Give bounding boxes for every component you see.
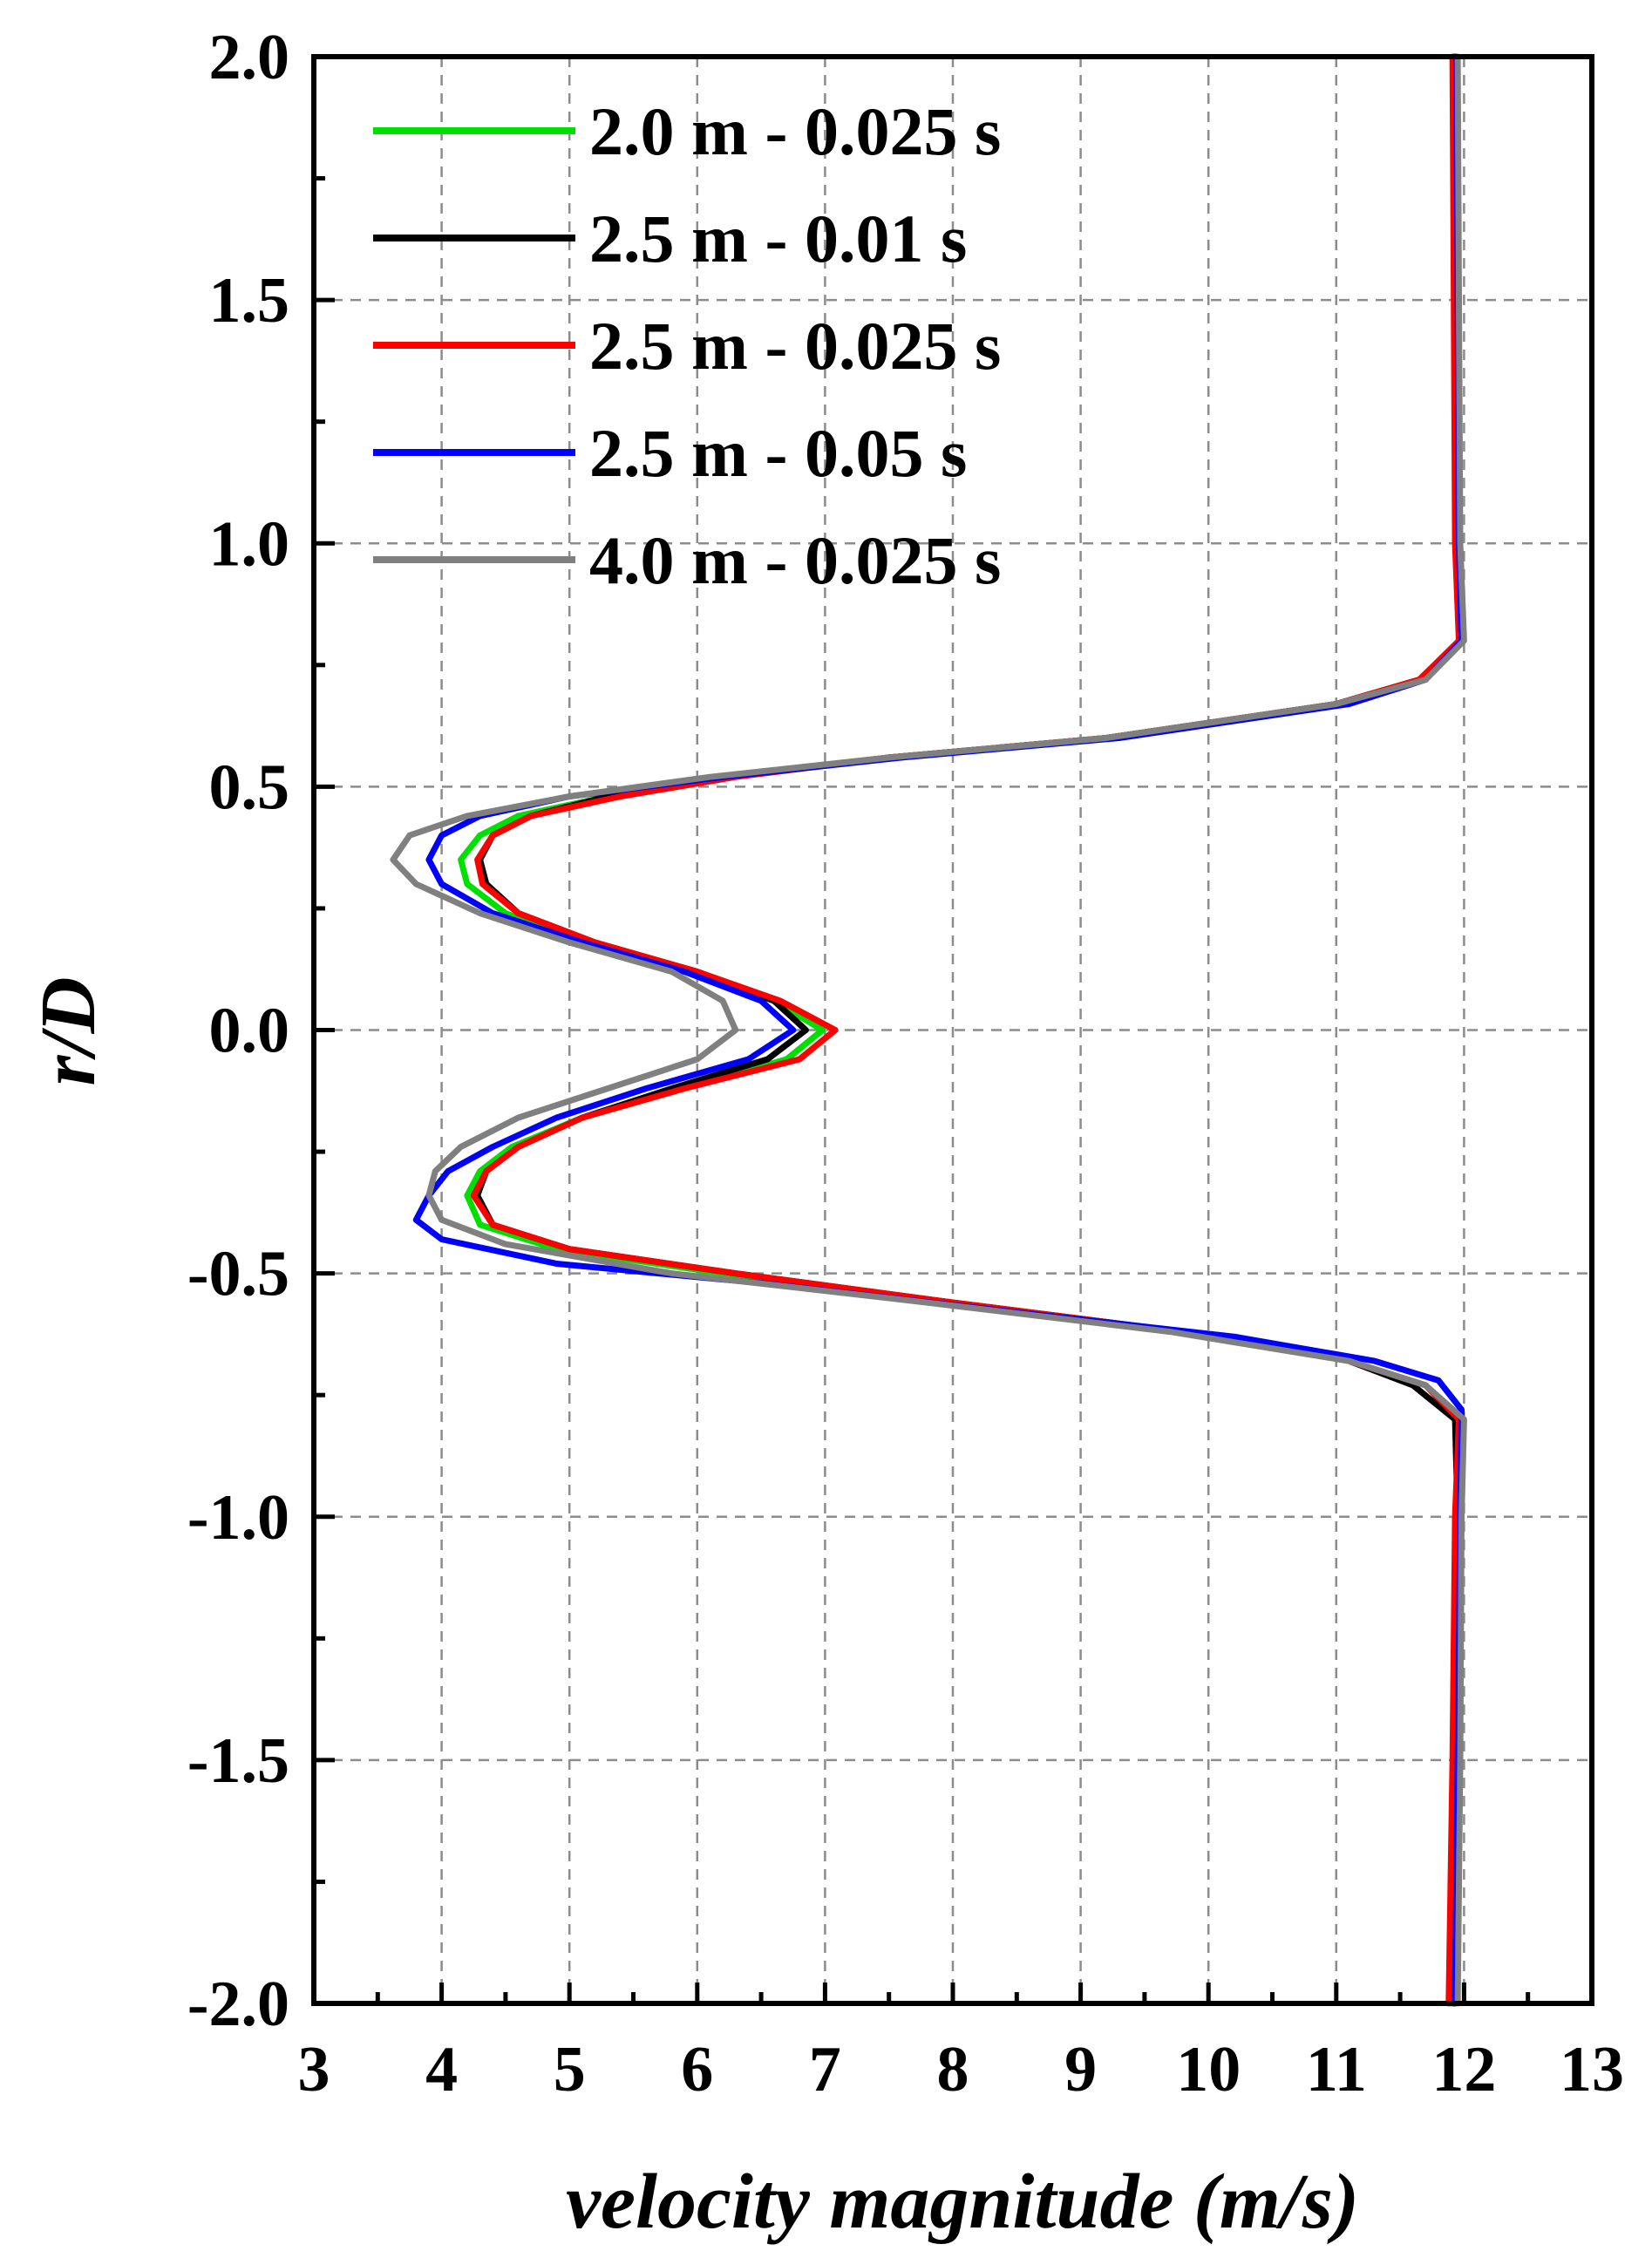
legend-label: 2.5 m - 0.025 s (589, 308, 1001, 384)
x-tick-label: 8 (937, 2034, 969, 2105)
x-tick-label: 10 (1176, 2034, 1241, 2105)
series-line-4-0-m-0-025-s (390, 53, 1467, 2007)
data-series (390, 53, 1467, 2007)
x-tick-labels: 3 4 5 6 7 8 9 10 11 12 13 (298, 2034, 1625, 2105)
x-tick-label: 5 (554, 2034, 586, 2105)
y-tick-label: 0.0 (209, 996, 290, 1067)
x-tick-label: 13 (1560, 2034, 1624, 2105)
x-tick-label: 11 (1306, 2034, 1367, 2105)
legend-label: 2.5 m - 0.01 s (589, 201, 967, 276)
y-tick-label: 1.5 (209, 265, 290, 337)
x-tick-label: 7 (809, 2034, 841, 2105)
x-tick-label: 12 (1431, 2034, 1496, 2105)
legend-label: 4.0 m - 0.025 s (589, 522, 1001, 598)
y-tick-label: 2.0 (209, 22, 290, 93)
y-tick-label: -0.5 (187, 1239, 289, 1310)
legend-label: 2.0 m - 0.025 s (589, 93, 1001, 169)
x-tick-label: 9 (1064, 2034, 1097, 2105)
x-tick-label: 4 (425, 2034, 458, 2105)
y-tick-label: -2.0 (187, 1969, 289, 2040)
y-tick-label: -1.5 (187, 1725, 289, 1797)
y-axis-title: r/D (25, 976, 112, 1085)
y-tick-label: -1.0 (187, 1482, 289, 1554)
x-tick-label: 3 (298, 2034, 330, 2105)
x-tick-label: 6 (681, 2034, 713, 2105)
y-tick-label: 0.5 (209, 752, 290, 823)
y-tick-labels: -2.0 -1.5 -1.0 -0.5 0.0 0.5 1.0 1.5 2.0 (187, 22, 289, 2040)
y-tick-label: 1.0 (209, 508, 290, 580)
legend-label: 2.5 m - 0.05 s (589, 415, 967, 491)
legend: 2.0 m - 0.025 s 2.5 m - 0.01 s 2.5 m - 0.0… (373, 93, 1001, 598)
x-axis-title: velocity magnitude (m/s) (566, 2159, 1359, 2245)
axis-ticks (311, 54, 1594, 2006)
